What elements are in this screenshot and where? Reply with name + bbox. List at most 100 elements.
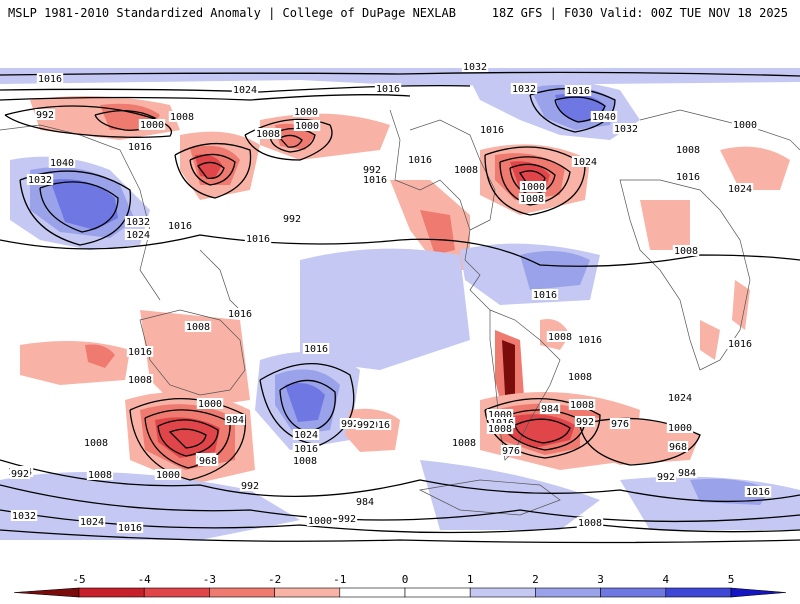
contour-label-halo xyxy=(231,84,259,95)
contour-label-halo xyxy=(568,399,596,410)
contour-label-halo xyxy=(666,422,694,433)
australia-outline xyxy=(139,309,246,396)
pacific-low-anomaly-3 xyxy=(195,154,222,178)
southern-ocean-positive-1 xyxy=(0,472,300,540)
contour-label-halo xyxy=(126,346,154,357)
contour-label: 1000 xyxy=(521,182,545,193)
contour-label: 992 xyxy=(283,214,301,225)
contour-label: 1000 xyxy=(140,120,164,131)
indian-ocean-anomaly-1 xyxy=(20,341,130,385)
cb-seg-gt-5 xyxy=(730,587,787,598)
contour-label-halo xyxy=(655,471,677,482)
contour-label-halo xyxy=(590,111,618,122)
isobar-south-atlantic-low-2 xyxy=(499,409,586,451)
isobar-south-indian-low-4 xyxy=(168,428,207,449)
contour-label: 1016 xyxy=(228,309,252,320)
contour-label: 1016 xyxy=(533,290,557,301)
africa-north-anomaly xyxy=(640,200,690,250)
model-valid-time: 18Z GFS | F030 Valid: 00Z TUE NOV 18 202… xyxy=(491,6,788,20)
contour-label-halo xyxy=(168,111,196,122)
contour-label-halo xyxy=(26,174,54,185)
indian-ocean-anomaly-2 xyxy=(85,344,115,368)
contour-label-halo xyxy=(224,414,246,425)
contour-label-halo xyxy=(291,455,319,466)
isobar-south-indian-low-3 xyxy=(157,419,219,457)
contour-label: 992 xyxy=(657,472,675,483)
isobar-south-pacific-high-1 xyxy=(259,362,355,446)
contour-label: 1032 xyxy=(512,84,536,95)
contour-label: 1016 xyxy=(578,335,602,346)
contour-label-halo xyxy=(293,120,321,131)
contour-label-halo xyxy=(292,443,320,454)
isobar-gulf-alaska-2 xyxy=(269,127,316,153)
isobar-lines xyxy=(0,71,800,544)
contour-label-halo xyxy=(361,164,383,175)
contour-label: 968 xyxy=(669,442,687,453)
contour-label: 1016 xyxy=(363,175,387,186)
south-pacific-high-3 xyxy=(285,382,325,422)
contour-label-halo xyxy=(488,417,516,428)
contour-label: 1032 xyxy=(12,511,36,522)
isobar-southern-4 xyxy=(0,529,800,544)
contour-label: 1016 xyxy=(38,74,62,85)
contour-label-halo xyxy=(355,419,377,430)
isobar-south-atlantic-low-3 xyxy=(514,418,571,444)
contour-label: 1016 xyxy=(304,344,328,355)
isobar-north-2 xyxy=(0,94,411,101)
contour-label: 1024 xyxy=(668,393,692,404)
contour-label: 1008 xyxy=(452,438,476,449)
contour-label-halo xyxy=(34,109,56,120)
contour-label-halo xyxy=(546,331,574,342)
cb-seg--4 xyxy=(143,587,210,598)
contour-label: 1024 xyxy=(80,517,104,528)
colorbar-tick-label: -2 xyxy=(268,573,281,586)
antarctica-coast xyxy=(418,479,561,516)
contour-label-halo xyxy=(364,419,392,430)
contour-label: 992 xyxy=(241,481,259,492)
europe-anomaly xyxy=(720,146,790,190)
contour-label: 1008 xyxy=(84,438,108,449)
contour-label: 1016 xyxy=(128,347,152,358)
contour-label-halo xyxy=(672,245,700,256)
contour-label-halo xyxy=(571,156,599,167)
isobar-southern-1 xyxy=(0,459,800,503)
contour-label: 984 xyxy=(356,497,374,508)
isobar-atlantic-low-2 xyxy=(499,156,571,206)
contour-label-halo xyxy=(674,171,702,182)
cb-seg-2 xyxy=(535,587,601,598)
contour-label: 1000 xyxy=(668,423,692,434)
contour-label-halo xyxy=(450,437,478,448)
north-america-anomaly-2 xyxy=(420,210,455,255)
contour-label-halo xyxy=(576,334,604,345)
isobar-siberia-1 xyxy=(19,170,132,246)
cb-seg--2 xyxy=(274,587,341,598)
contour-label: 1016 xyxy=(566,86,590,97)
contour-label-halo xyxy=(166,220,194,231)
contour-label: 1016 xyxy=(676,172,700,183)
contour-label-halo xyxy=(154,469,182,480)
contour-label: 1032 xyxy=(614,124,638,135)
contour-label-halo xyxy=(406,154,434,165)
isobar-south-indian-low-1 xyxy=(129,398,247,481)
contour-label-halo xyxy=(126,374,154,385)
contour-label: 992 xyxy=(363,165,381,176)
contour-label: 1008 xyxy=(568,372,592,383)
colorbar-tick-label: 0 xyxy=(402,573,409,586)
anomaly-map: 1032 1016 1024 1016 992 1000 1008 1016 1040 1032 1… xyxy=(0,40,800,558)
contour-label-halo xyxy=(667,441,689,452)
contour-label-halo xyxy=(518,193,546,204)
cb-seg-lt-5 xyxy=(13,587,80,598)
contour-label: 1032 xyxy=(463,62,487,73)
contour-label: 1008 xyxy=(578,518,602,529)
contour-label-halo xyxy=(10,510,38,521)
contour-label: 1016 xyxy=(480,125,504,136)
colorbar-tick-label: -3 xyxy=(203,573,216,586)
contour-label-halo xyxy=(461,61,489,72)
contour-label: 1008 xyxy=(293,456,317,467)
cb-seg--1 xyxy=(339,587,406,598)
contour-label: 976 xyxy=(611,419,629,430)
contour-label-halo xyxy=(339,418,361,429)
contour-label-halo xyxy=(539,403,561,414)
contour-label-halo xyxy=(726,183,754,194)
contour-label-halo xyxy=(138,119,166,130)
